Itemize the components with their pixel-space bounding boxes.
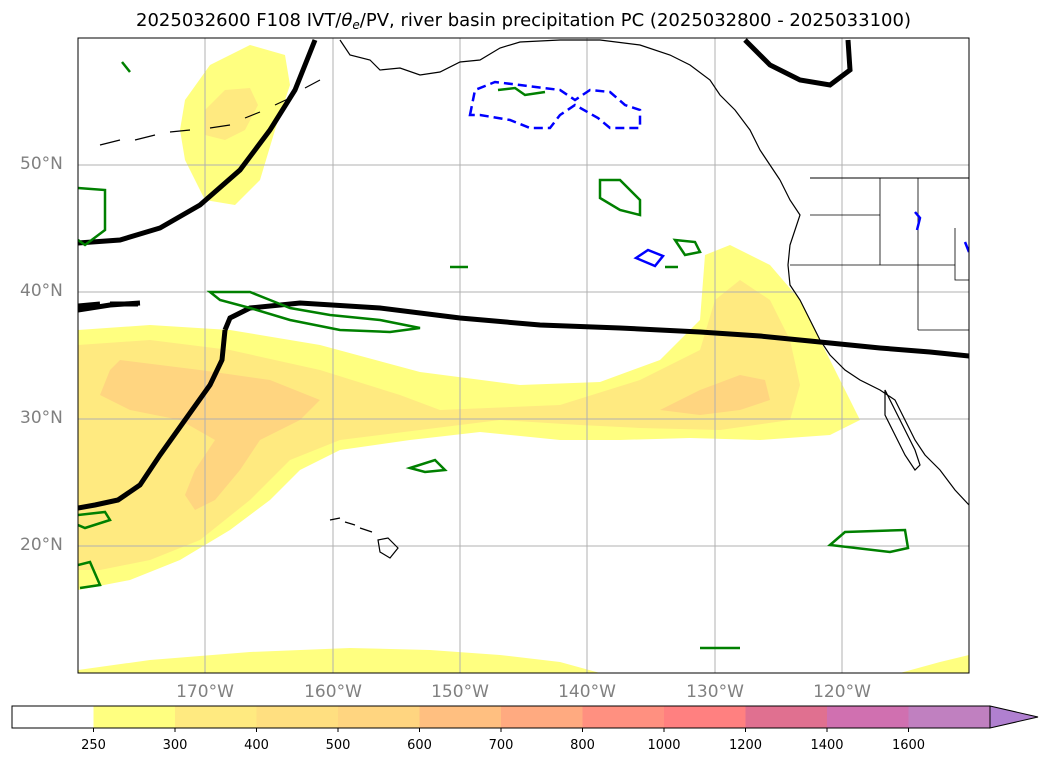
pv-contours — [78, 61, 969, 650]
colorbar-tick-label: 1400 — [810, 738, 844, 753]
ivt-south-band — [78, 648, 600, 673]
pv-contour-west-1 — [78, 186, 107, 247]
colorbar-segment — [12, 706, 94, 728]
colorbar-segments — [11, 705, 1039, 729]
pv-contour-hawaii-ne — [405, 458, 448, 474]
lat-label-30n: 30°N — [20, 408, 63, 428]
theta-contour-southwest — [78, 329, 228, 511]
lon-label-150w: 150°W — [431, 682, 489, 702]
colorbar-segment — [338, 706, 420, 728]
theta-contours — [78, 38, 969, 511]
pv-contour-mid — [598, 178, 642, 217]
colorbar-segment — [745, 706, 828, 728]
theta-contour-north — [78, 39, 318, 246]
northwest-coast — [779, 179, 969, 506]
colorbar-tick-label: 700 — [488, 738, 514, 753]
hawaii-islands — [329, 517, 399, 559]
pv-contour-southwest-2 — [78, 560, 102, 590]
pv-contour-short-green — [121, 61, 678, 269]
lon-label-130w: 130°W — [686, 682, 744, 702]
colorbar-tick-label: 600 — [407, 738, 432, 753]
colorbar-tick-label: 800 — [570, 738, 595, 753]
colorbar-segment — [256, 706, 339, 728]
colorbar-tick-label: 400 — [244, 738, 269, 753]
pv-contour-mid-2 — [672, 238, 702, 257]
lat-label-40n: 40°N — [20, 281, 63, 301]
lat-label-50n: 50°N — [20, 154, 63, 174]
title-theta-subscript: e — [352, 18, 360, 32]
pv-contour-blue-solid — [633, 248, 666, 268]
colorbar-tick-label: 1200 — [728, 738, 763, 753]
gridlines — [78, 38, 969, 673]
colorbar-tick-label: 1000 — [647, 738, 681, 753]
pv-contour-southwest-1 — [78, 510, 112, 530]
baja-california — [884, 389, 921, 471]
ivt-band-400 — [100, 360, 320, 510]
title-suffix: /PV, river basin precipitation PC (20250… — [359, 10, 911, 31]
colorbar-ticks — [93, 728, 909, 732]
pv-contour-band-40n — [206, 290, 421, 334]
colorbar-tick-label: 1600 — [891, 738, 926, 753]
colorbar-tick-label: 250 — [81, 738, 106, 753]
theta-contour-northeast — [743, 38, 853, 88]
colorbar-extend-arrow — [989, 705, 1039, 729]
alaska-coast — [339, 39, 781, 181]
aleutian-islands — [99, 79, 321, 146]
lon-label-120w: 120°W — [813, 682, 871, 702]
map-title: 2025032600 F108 IVT/θe/PV, river basin p… — [0, 10, 1047, 32]
pv-contour-north-small — [497, 86, 546, 97]
ivt-band-300 — [78, 280, 800, 570]
colorbar-tick-label: 300 — [162, 738, 188, 753]
colorbar-segment — [908, 706, 991, 728]
coastlines — [99, 39, 969, 559]
pv-contour-blue-east — [914, 211, 969, 253]
title-prefix: 2025032600 F108 IVT/ — [136, 10, 342, 31]
colorbar-segment — [664, 706, 746, 728]
colorbar-tick-label: 500 — [325, 738, 351, 753]
colorbar-segment — [501, 706, 583, 728]
colorbar-segment — [93, 706, 176, 728]
theta-contour-west-fragment — [78, 301, 138, 309]
colorbar-segment — [419, 706, 502, 728]
colorbar-segment — [175, 706, 257, 728]
colorbar-segment — [827, 706, 909, 728]
us-state-borders — [790, 178, 969, 331]
lon-label-160w: 160°W — [304, 682, 362, 702]
pv-contour-southeast — [827, 528, 910, 554]
ivt-southeast-corner — [900, 655, 969, 673]
map-frame — [77, 37, 970, 674]
colorbar-segment — [582, 706, 665, 728]
lon-label-140w: 140°W — [558, 682, 616, 702]
lat-label-20n: 20°N — [20, 535, 63, 555]
lon-label-170w: 170°W — [176, 682, 234, 702]
title-theta: θ — [341, 10, 353, 31]
pv-contour-north-dashed — [468, 80, 642, 130]
